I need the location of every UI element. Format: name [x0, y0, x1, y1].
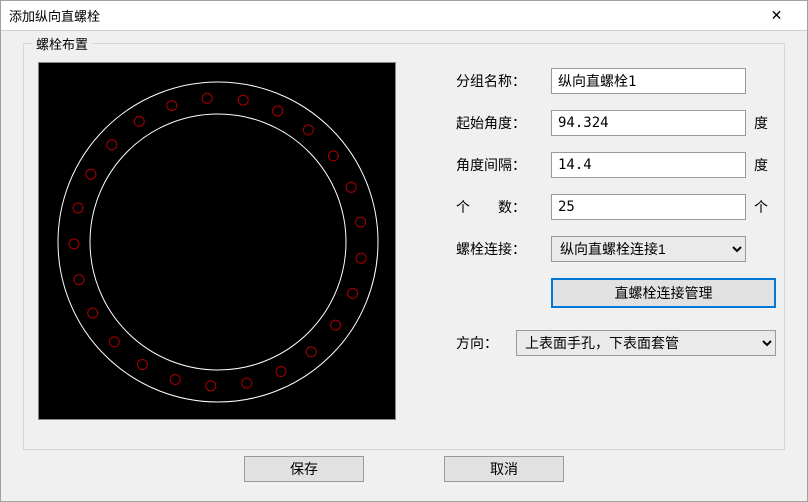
save-button[interactable]: 保存	[244, 456, 364, 482]
row-group-name: 分组名称：	[456, 68, 776, 94]
row-count: 个 数： 个	[456, 194, 776, 220]
group-label: 螺栓布置	[32, 34, 92, 53]
inner-layout: 分组名称： 起始角度： 度 角度间隔： 度	[38, 62, 770, 435]
bolt-preview	[38, 62, 396, 420]
content-area: 螺栓布置 分组名称： 起始角度： 度	[1, 31, 807, 492]
row-connection: 螺栓连接： 纵向直螺栓连接1	[456, 236, 776, 262]
input-count[interactable]	[551, 194, 746, 220]
input-angle-step[interactable]	[551, 152, 746, 178]
label-count: 个 数：	[456, 197, 551, 217]
label-group-name: 分组名称：	[456, 71, 551, 91]
cancel-button[interactable]: 取消	[444, 456, 564, 482]
input-start-angle[interactable]	[551, 110, 746, 136]
close-icon: ✕	[771, 7, 783, 24]
label-connection: 螺栓连接：	[456, 239, 551, 259]
unit-angle-step: 度	[746, 155, 776, 175]
bolt-layout-group: 螺栓布置 分组名称： 起始角度： 度	[23, 43, 785, 450]
close-button[interactable]: ✕	[754, 1, 799, 31]
input-group-name[interactable]	[551, 68, 746, 94]
select-connection[interactable]: 纵向直螺栓连接1	[551, 236, 746, 262]
unit-count: 个	[746, 197, 776, 217]
row-direction: 方向： 上表面手孔，下表面套管	[456, 330, 776, 356]
label-direction: 方向：	[456, 333, 516, 353]
footer: 保存 取消	[23, 450, 785, 482]
unit-start-angle: 度	[746, 113, 776, 133]
row-start-angle: 起始角度： 度	[456, 110, 776, 136]
row-angle-step: 角度间隔： 度	[456, 152, 776, 178]
label-start-angle: 起始角度：	[456, 113, 551, 133]
preview-svg	[39, 63, 397, 421]
form-panel: 分组名称： 起始角度： 度 角度间隔： 度	[456, 62, 776, 435]
titlebar: 添加纵向直螺栓 ✕	[1, 1, 807, 31]
window-title: 添加纵向直螺栓	[9, 6, 754, 25]
dialog-window: 添加纵向直螺栓 ✕ 螺栓布置 分组名称： 起始角度：	[0, 0, 808, 502]
manage-connection-button[interactable]: 直螺栓连接管理	[551, 278, 776, 308]
label-angle-step: 角度间隔：	[456, 155, 551, 175]
select-direction[interactable]: 上表面手孔，下表面套管	[516, 330, 776, 356]
